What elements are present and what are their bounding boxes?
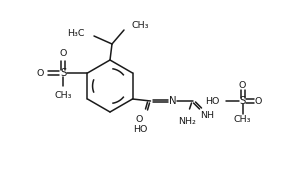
Text: O: O xyxy=(255,96,262,105)
Text: S: S xyxy=(60,68,67,78)
Text: HO: HO xyxy=(133,125,148,134)
Text: CH₃: CH₃ xyxy=(131,20,149,29)
Text: CH₃: CH₃ xyxy=(234,116,251,125)
Text: O: O xyxy=(239,81,246,89)
Text: HO: HO xyxy=(205,96,219,105)
Text: O: O xyxy=(37,68,44,77)
Text: NH₂: NH₂ xyxy=(179,118,196,127)
Text: S: S xyxy=(239,96,246,106)
Text: CH₃: CH₃ xyxy=(55,91,72,100)
Text: NH: NH xyxy=(200,112,215,121)
Text: H₃C: H₃C xyxy=(67,29,85,38)
Text: N: N xyxy=(169,96,176,106)
Text: O: O xyxy=(136,114,143,123)
Text: O: O xyxy=(60,49,67,59)
